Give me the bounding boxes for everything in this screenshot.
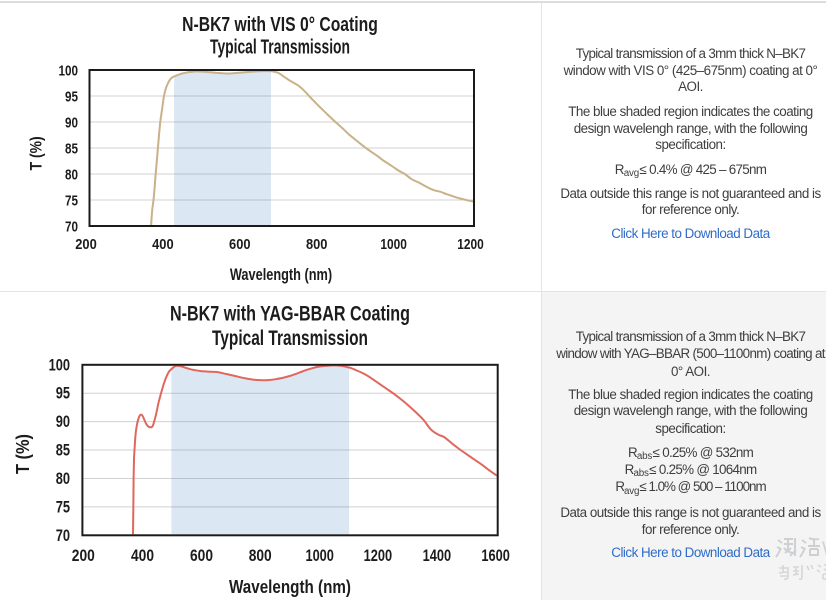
svg-text:200: 200	[75, 236, 97, 253]
svg-text:1000: 1000	[305, 546, 334, 565]
svg-text:90: 90	[56, 412, 70, 431]
svg-text:Typical Transmission: Typical Transmission	[210, 37, 350, 59]
svg-text:800: 800	[306, 236, 328, 253]
svg-text:80: 80	[56, 469, 70, 488]
svg-text:75: 75	[65, 192, 78, 209]
svg-text:T (%): T (%)	[12, 434, 33, 474]
svg-text:90: 90	[65, 114, 78, 131]
svg-text:85: 85	[56, 441, 70, 460]
svg-text:600: 600	[229, 236, 251, 253]
svg-text:N-BK7 with VIS 0° Coating: N-BK7 with VIS 0° Coating	[182, 14, 378, 36]
svg-text:85: 85	[65, 140, 78, 157]
svg-text:400: 400	[131, 546, 154, 565]
svg-text:70: 70	[65, 218, 78, 235]
svg-text:1600: 1600	[481, 546, 510, 565]
svg-text:W: W	[822, 539, 826, 560]
svg-text:Wavelength (nm): Wavelength (nm)	[229, 576, 351, 597]
svg-text:N-BK7 with YAG-BBAR Coating: N-BK7 with YAG-BBAR Coating	[170, 303, 410, 326]
svg-text:Wavelength (nm): Wavelength (nm)	[230, 265, 332, 284]
svg-text:1200: 1200	[457, 236, 484, 253]
svg-text:600: 600	[190, 546, 213, 565]
svg-text:75: 75	[56, 497, 70, 516]
svg-text:100: 100	[49, 355, 70, 374]
svg-text:95: 95	[56, 384, 70, 403]
svg-text:T (%): T (%)	[27, 136, 46, 170]
svg-text:200: 200	[72, 546, 95, 565]
svg-text:100: 100	[59, 62, 79, 79]
svg-text:95: 95	[65, 88, 78, 105]
svg-text:400: 400	[152, 236, 174, 253]
svg-text:Typical Transmission: Typical Transmission	[212, 327, 368, 350]
svg-text:1200: 1200	[364, 546, 393, 565]
svg-text:800: 800	[249, 546, 272, 565]
svg-text:80: 80	[65, 166, 78, 183]
svg-text:70: 70	[56, 526, 70, 545]
svg-text:1000: 1000	[380, 236, 407, 253]
svg-text:1400: 1400	[423, 546, 452, 565]
